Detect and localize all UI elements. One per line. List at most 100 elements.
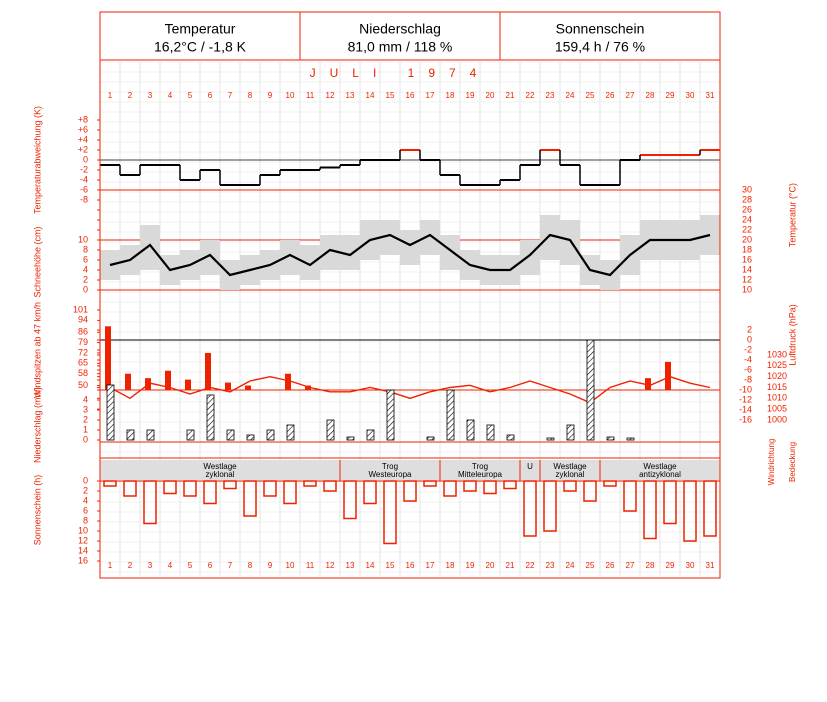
- sunshine-bar: [663, 480, 677, 525]
- temperature-range: [280, 240, 300, 275]
- day-label: 9: [268, 561, 273, 570]
- day-label: 6: [208, 91, 213, 100]
- sunshine-bar: [363, 480, 377, 505]
- day-label: 29: [666, 91, 675, 100]
- sunshine-bar: [423, 480, 437, 487]
- sunshine-bar: [623, 480, 637, 512]
- day-label: 25: [586, 561, 595, 570]
- weather-label: Westlage: [203, 462, 237, 471]
- weather-label: Mitteleuropa: [458, 470, 503, 479]
- day-label: 12: [326, 561, 335, 570]
- precipitation-bar: [466, 419, 475, 441]
- precipitation-bar: [626, 437, 635, 441]
- precipitation-bar: [286, 424, 295, 441]
- sunshine-bar: [483, 480, 497, 495]
- day-label: 18: [446, 91, 455, 100]
- y-tick-label: 101: [73, 304, 88, 314]
- y-tick-label: 30: [742, 184, 752, 194]
- y-tick-label: +2: [78, 144, 88, 154]
- day-label: 5: [188, 91, 193, 100]
- y-tick-label: -10: [739, 384, 752, 394]
- day-label: 11: [306, 91, 315, 100]
- day-label: 3: [148, 91, 153, 100]
- sunshine-bar: [263, 480, 277, 497]
- y-tick-label: -2: [80, 164, 88, 174]
- day-label: 22: [526, 91, 535, 100]
- y-tick-label: 4: [83, 394, 88, 404]
- sunshine-bar: [603, 480, 617, 487]
- pressure-line: [109, 375, 711, 404]
- precipitation-bar: [606, 436, 615, 441]
- y-tick-label: 2: [83, 414, 88, 424]
- day-label: 19: [466, 91, 475, 100]
- axis-title: Niederschlag (mm): [32, 387, 42, 463]
- weather-label: zyklonal: [206, 470, 235, 479]
- precipitation-bar: [386, 389, 395, 441]
- day-label: 13: [346, 561, 355, 570]
- y-tick-label: 86: [78, 327, 88, 337]
- sunshine-bar: [303, 480, 317, 487]
- y-tick-label: 14: [78, 545, 88, 555]
- weather-band: [100, 460, 720, 480]
- sunshine-bar: [183, 480, 197, 497]
- day-label: 7: [228, 91, 233, 100]
- day-label: 14: [366, 561, 375, 570]
- day-label: 21: [506, 561, 515, 570]
- sunshine-bar: [123, 480, 137, 497]
- sunshine-bar: [463, 480, 477, 492]
- y-tick-label: -4: [744, 354, 752, 364]
- temperature-range: [140, 225, 160, 270]
- sunshine-bar: [683, 480, 697, 542]
- temperature-range: [300, 245, 320, 280]
- y-tick-label: +6: [78, 124, 88, 134]
- precipitation-bar: [426, 436, 435, 441]
- wind-bar: [245, 385, 251, 390]
- day-label: 10: [286, 91, 295, 100]
- day-label: 29: [666, 561, 675, 570]
- temperature-range: [200, 240, 220, 275]
- sunshine-bar: [203, 480, 217, 505]
- temperature-range: [400, 230, 420, 265]
- day-label: 7: [228, 561, 233, 570]
- y-tick-label: 16: [78, 555, 88, 565]
- day-label: 20: [486, 91, 495, 100]
- right-label: Bedeckung: [788, 442, 797, 482]
- sunshine-bar: [143, 480, 157, 525]
- temperature-range: [340, 235, 360, 270]
- weather-label: antizyklonal: [639, 470, 681, 479]
- y-tick-label: 94: [78, 315, 88, 325]
- day-label: 28: [646, 91, 655, 100]
- y-tick-label: 0: [83, 475, 88, 485]
- y-tick-label: 16: [742, 254, 752, 264]
- day-label: 24: [566, 91, 575, 100]
- day-label: 20: [486, 561, 495, 570]
- weather-label: Westlage: [553, 462, 587, 471]
- sunshine-bar: [443, 480, 457, 497]
- month-title: JULI 1974: [310, 66, 491, 80]
- axis-title: Schneehöhe (cm): [32, 226, 42, 297]
- sunshine-bar: [343, 480, 357, 520]
- day-label: 27: [626, 561, 635, 570]
- axis-title: Windspitzen ab 47 km/h: [32, 302, 42, 398]
- y-tick-label: -2: [744, 344, 752, 354]
- day-label: 4: [168, 91, 173, 100]
- day-label: 28: [646, 561, 655, 570]
- precipitation-bar: [186, 429, 195, 441]
- header-label: Niederschlag: [359, 21, 441, 37]
- sunshine-bar: [563, 480, 577, 492]
- y-tick-label: 28: [742, 194, 752, 204]
- y-tick-label: 2: [83, 485, 88, 495]
- header-value: 16,2°C / -1,8 K: [154, 39, 247, 55]
- wind-bar: [225, 382, 231, 390]
- temperature-range: [540, 215, 560, 260]
- precipitation-bar: [206, 394, 215, 441]
- y-tick-label: 0: [83, 154, 88, 164]
- day-label: 13: [346, 91, 355, 100]
- precipitation-bar: [126, 429, 135, 441]
- marks: 1122334455667788991010111112121313141415…: [32, 11, 797, 579]
- weather-label: Westlage: [643, 462, 677, 471]
- wind-bar: [105, 326, 111, 390]
- day-label: 4: [168, 561, 173, 570]
- day-label: 24: [566, 561, 575, 570]
- day-label: 15: [386, 561, 395, 570]
